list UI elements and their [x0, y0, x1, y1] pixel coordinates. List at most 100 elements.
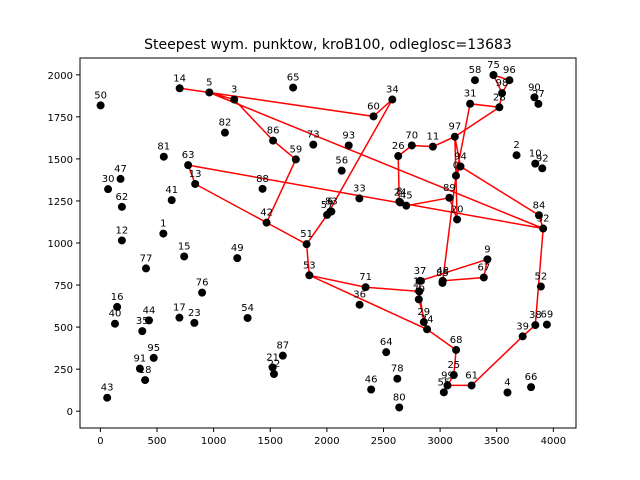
point-marker	[470, 76, 479, 85]
point-label: 33	[353, 183, 366, 194]
point-marker	[289, 83, 298, 92]
point-marker	[291, 155, 300, 164]
point-label: 94	[454, 151, 467, 162]
point-marker	[450, 132, 459, 141]
point-label: 80	[393, 392, 406, 403]
point-marker	[110, 319, 119, 328]
point-marker	[144, 316, 153, 325]
point-label: 18	[139, 365, 152, 376]
point-label: 69	[541, 310, 554, 321]
point-marker	[138, 327, 147, 336]
x-tick-label: 0	[97, 436, 103, 447]
point-label: 71	[359, 272, 372, 283]
y-tick-label: 1000	[48, 239, 73, 250]
point-marker	[395, 403, 404, 412]
point-label: 57	[321, 200, 334, 211]
point-label: 17	[173, 303, 186, 314]
point-marker	[518, 332, 527, 341]
point-marker	[116, 174, 125, 183]
y-tick-label: 1750	[48, 113, 73, 124]
point-marker	[479, 273, 488, 282]
point-marker	[369, 112, 378, 121]
point-label: 62	[116, 192, 129, 203]
point-label: 68	[450, 335, 463, 346]
point-label: 97	[448, 122, 461, 133]
point-label: 47	[114, 164, 127, 175]
point-marker	[149, 353, 158, 362]
point-marker	[542, 320, 551, 329]
point-marker	[104, 185, 113, 194]
point-marker	[117, 236, 126, 245]
point-marker	[191, 179, 200, 188]
point-label: 83	[325, 197, 338, 208]
point-label: 13	[189, 169, 202, 180]
point-label: 16	[111, 292, 124, 303]
chart-title: Steepest wym. punktow, kroB100, odleglos…	[144, 37, 512, 53]
point-label: 1	[160, 219, 166, 230]
point-label: 24	[394, 187, 407, 198]
point-label: 54	[241, 303, 254, 314]
point-marker	[394, 152, 403, 161]
point-marker	[416, 276, 425, 285]
y-axis: 0 250 500 750 1000 1250 1500 1750 2000	[48, 71, 80, 418]
point-marker	[534, 99, 543, 108]
point-label: 40	[109, 309, 122, 320]
points-layer	[96, 70, 551, 412]
point-label: 30	[102, 174, 115, 185]
point-label: 70	[405, 130, 418, 141]
point-label: 12	[116, 225, 129, 236]
point-marker	[453, 215, 462, 224]
point-marker	[419, 318, 428, 327]
point-label: 28	[493, 92, 506, 103]
point-marker	[337, 166, 346, 175]
point-marker	[388, 95, 397, 104]
y-tick-label: 250	[54, 365, 73, 376]
point-label: 73	[307, 130, 320, 141]
point-label: 6	[327, 197, 333, 208]
point-label: 9	[484, 244, 490, 255]
point-label: 53	[303, 260, 316, 271]
point-label: 93	[342, 130, 355, 141]
point-marker	[302, 240, 311, 249]
point-label: 58	[469, 65, 482, 76]
point-label: 37	[414, 266, 427, 277]
point-label: 26	[392, 141, 405, 152]
point-label: 59	[289, 144, 302, 155]
point-marker	[452, 345, 461, 354]
y-tick-label: 1500	[48, 155, 73, 166]
point-marker	[483, 255, 492, 264]
point-marker	[512, 151, 521, 160]
point-marker	[103, 393, 112, 402]
point-marker	[361, 283, 370, 292]
x-tick-label: 3000	[427, 436, 452, 447]
point-label: 8	[396, 187, 402, 198]
point-label: 10	[529, 149, 542, 160]
point-label: 32	[537, 214, 550, 225]
point-label: 34	[386, 85, 399, 96]
point-label: 60	[367, 101, 380, 112]
point-marker	[198, 288, 207, 297]
point-label: 96	[503, 65, 516, 76]
point-marker	[536, 282, 545, 291]
point-marker	[451, 171, 460, 180]
point-label: 21	[266, 352, 279, 363]
point-marker	[449, 371, 458, 380]
point-label: 95	[147, 343, 160, 354]
point-label: 45	[400, 191, 413, 202]
point-label: 55	[437, 377, 450, 388]
point-label: 66	[525, 372, 538, 383]
point-marker	[230, 95, 239, 104]
point-marker	[269, 370, 278, 379]
point-marker	[498, 89, 507, 98]
point-label: 91	[134, 354, 147, 365]
point-marker	[190, 318, 199, 327]
point-marker	[305, 271, 314, 280]
point-marker	[407, 141, 416, 150]
point-label: 92	[536, 153, 549, 164]
point-marker	[159, 229, 168, 238]
point-label: 61	[465, 370, 478, 381]
point-label: 75	[487, 60, 500, 71]
x-tick-label: 3500	[484, 436, 509, 447]
